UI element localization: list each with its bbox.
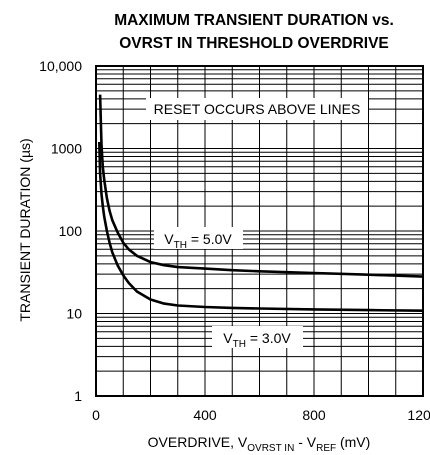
series-label-3v: VTH = 3.0V	[223, 330, 291, 350]
reset-annotation: RESET OCCURS ABOVE LINES	[154, 101, 361, 117]
y-tick-label: 100	[59, 223, 83, 239]
chart-title-line-1: MAXIMUM TRANSIENT DURATION vs.	[114, 12, 394, 29]
series-label-background-5v	[154, 227, 243, 249]
x-tick-label: 800	[302, 407, 326, 423]
x-tick-label: 1200	[407, 407, 430, 423]
y-tick-label: 10,000	[39, 58, 82, 74]
y-tick-label: 1	[74, 388, 82, 404]
x-tick-label: 400	[193, 407, 217, 423]
x-axis-label: OVERDRIVE, VOVRST IN - VREF (mV)	[148, 434, 371, 454]
series-line-1	[98, 141, 424, 312]
series-label-5v: VTH = 5.0V	[164, 231, 232, 251]
series-lines	[98, 94, 424, 312]
plot-frame	[95, 65, 424, 397]
series-line-0	[98, 94, 424, 278]
series-label-background-3v	[212, 326, 303, 348]
annotation-background	[146, 98, 368, 120]
y-tick-label: 1000	[51, 141, 82, 157]
y-tick-label: 10	[66, 306, 82, 322]
chart-title-line-2: OVRST IN THRESHOLD OVERDRIVE	[119, 35, 389, 52]
x-tick-labels: 0 400 800 1200	[92, 407, 430, 423]
y-tick-labels: 1 10 100 1000 10,000	[39, 58, 82, 404]
x-tick-label: 0	[92, 407, 100, 423]
y-axis-label: TRANSIENT DURATION (µs)	[17, 138, 33, 321]
